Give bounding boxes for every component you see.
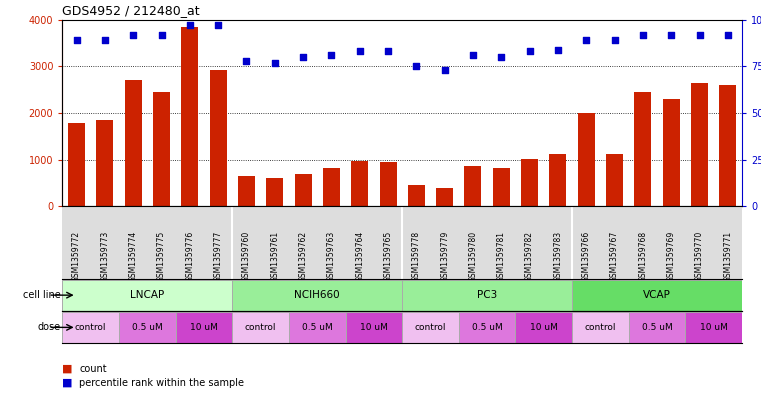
Point xyxy=(382,48,394,55)
Text: 0.5 uM: 0.5 uM xyxy=(302,323,333,332)
Point xyxy=(212,22,224,28)
Point xyxy=(410,63,422,70)
Point xyxy=(609,37,621,43)
Point xyxy=(155,31,167,38)
Text: NCIH660: NCIH660 xyxy=(295,290,340,300)
Point xyxy=(495,54,508,60)
Bar xyxy=(663,99,680,206)
Bar xyxy=(238,176,255,206)
Point xyxy=(524,48,536,55)
Bar xyxy=(97,121,113,206)
Text: ■: ■ xyxy=(62,364,73,374)
Bar xyxy=(68,123,85,206)
Bar xyxy=(345,312,402,343)
Bar xyxy=(686,312,742,343)
Point xyxy=(552,46,564,53)
Bar xyxy=(464,166,482,206)
Text: GDS4952 / 212480_at: GDS4952 / 212480_at xyxy=(62,4,199,17)
Bar xyxy=(62,280,232,310)
Point xyxy=(580,37,592,43)
Bar xyxy=(289,312,345,343)
Bar xyxy=(459,312,515,343)
Bar xyxy=(323,167,340,206)
Bar xyxy=(408,185,425,206)
Point xyxy=(665,31,677,38)
Bar xyxy=(295,174,311,206)
Bar xyxy=(436,188,453,206)
Point xyxy=(99,37,111,43)
Bar xyxy=(181,27,199,206)
Point xyxy=(71,37,83,43)
Point xyxy=(297,54,309,60)
Bar xyxy=(635,92,651,206)
Point xyxy=(269,59,281,66)
Text: control: control xyxy=(245,323,276,332)
Bar xyxy=(572,312,629,343)
Bar xyxy=(521,159,538,206)
Text: dose: dose xyxy=(38,322,61,332)
Text: 10 uM: 10 uM xyxy=(530,323,558,332)
Bar xyxy=(62,312,119,343)
Bar xyxy=(606,154,623,206)
Bar xyxy=(691,83,708,206)
Text: VCAP: VCAP xyxy=(643,290,671,300)
Bar xyxy=(578,113,595,206)
Point xyxy=(240,58,253,64)
Text: ■: ■ xyxy=(62,378,73,388)
Bar xyxy=(572,280,742,310)
Bar xyxy=(402,280,572,310)
Bar xyxy=(380,162,396,206)
Point xyxy=(693,31,705,38)
Text: 0.5 uM: 0.5 uM xyxy=(642,323,673,332)
Text: 10 uM: 10 uM xyxy=(699,323,728,332)
Bar xyxy=(629,312,686,343)
Bar xyxy=(232,280,402,310)
Bar xyxy=(153,92,170,206)
Point xyxy=(127,31,139,38)
Bar xyxy=(119,312,176,343)
Bar xyxy=(266,178,283,206)
Bar xyxy=(352,161,368,206)
Text: LNCAP: LNCAP xyxy=(130,290,164,300)
Text: PC3: PC3 xyxy=(477,290,497,300)
Bar xyxy=(402,312,459,343)
Point xyxy=(467,52,479,58)
Bar xyxy=(549,154,566,206)
Point xyxy=(721,31,734,38)
Text: 10 uM: 10 uM xyxy=(360,323,388,332)
Text: control: control xyxy=(75,323,107,332)
Bar xyxy=(493,168,510,206)
Text: percentile rank within the sample: percentile rank within the sample xyxy=(79,378,244,388)
Point xyxy=(354,48,366,55)
Bar xyxy=(719,85,737,206)
Text: control: control xyxy=(415,323,446,332)
Point xyxy=(325,52,337,58)
Point xyxy=(637,31,649,38)
Text: count: count xyxy=(79,364,107,374)
Point xyxy=(438,67,451,73)
Bar xyxy=(125,80,142,206)
Bar xyxy=(515,312,572,343)
Bar xyxy=(176,312,232,343)
Bar xyxy=(232,312,289,343)
Text: 0.5 uM: 0.5 uM xyxy=(132,323,163,332)
Text: cell line: cell line xyxy=(23,290,61,300)
Text: control: control xyxy=(584,323,616,332)
Text: 10 uM: 10 uM xyxy=(190,323,218,332)
Point xyxy=(183,22,196,28)
Bar xyxy=(209,70,227,206)
Text: 0.5 uM: 0.5 uM xyxy=(472,323,502,332)
